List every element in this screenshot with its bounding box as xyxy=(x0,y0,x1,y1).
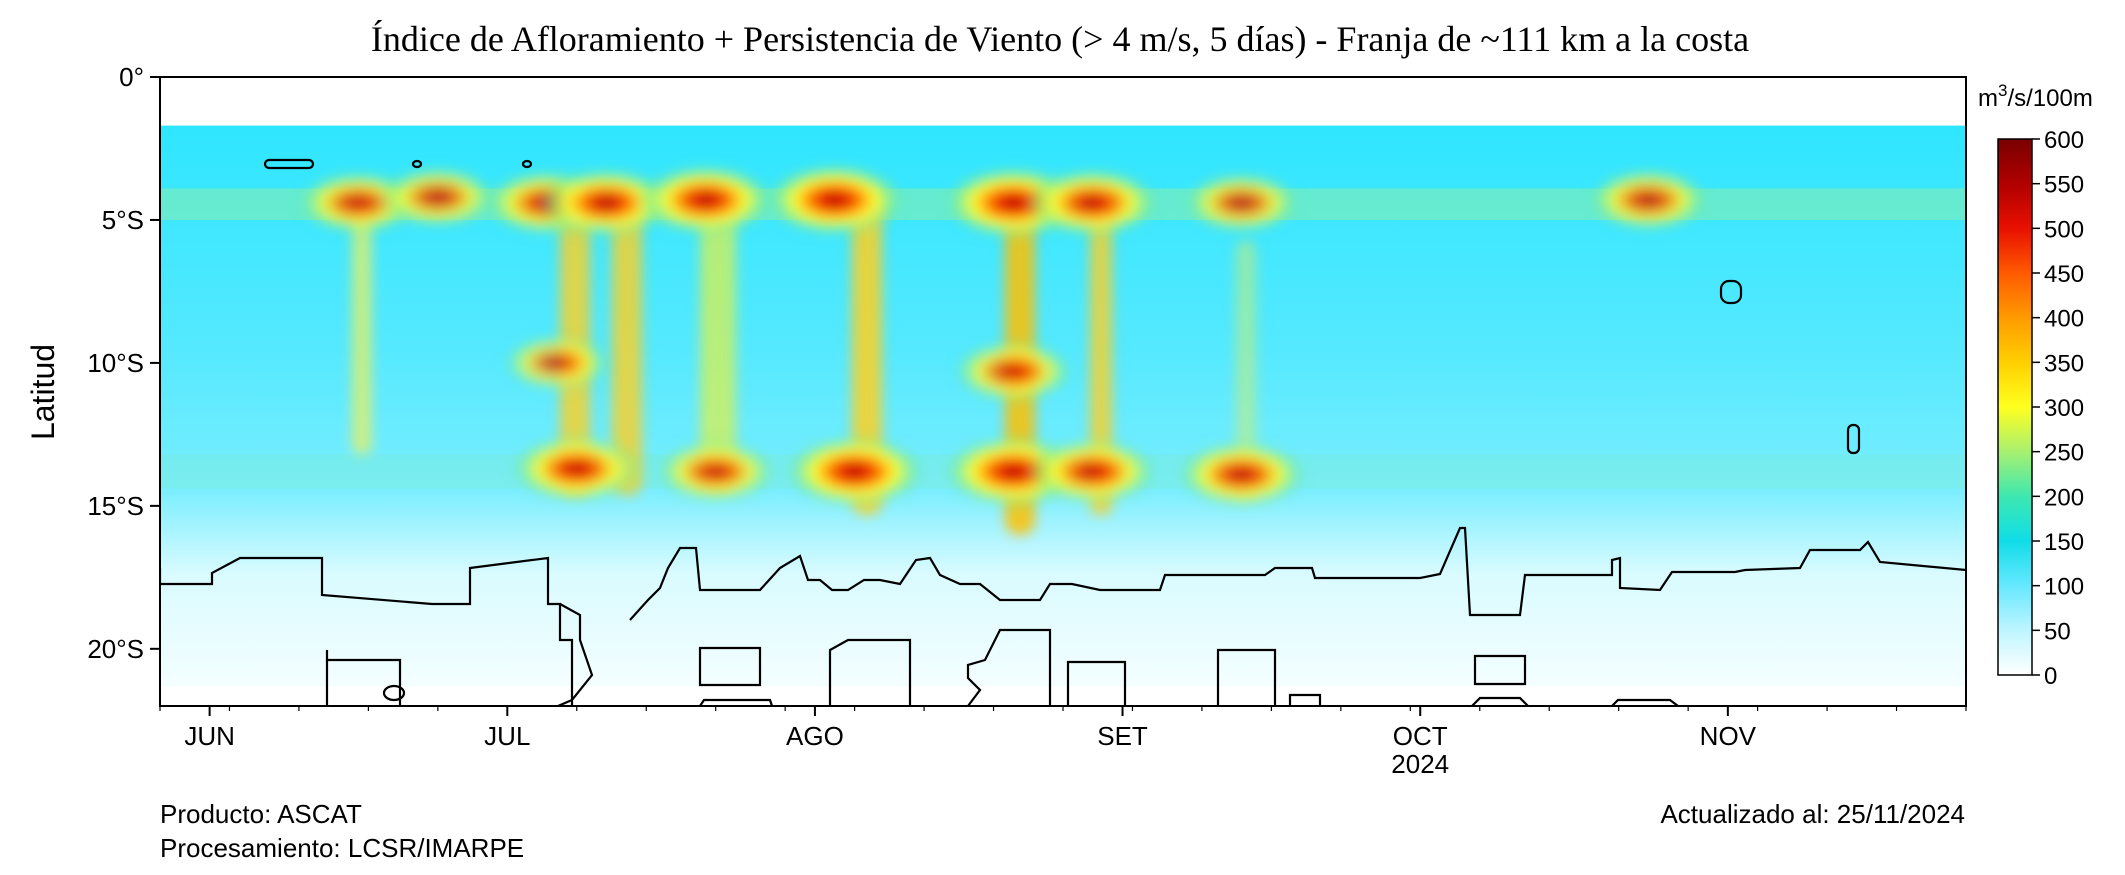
colorbar-tick-label: 400 xyxy=(2044,306,2084,333)
x-tick-label: JUN xyxy=(184,721,235,751)
hotspot xyxy=(1183,172,1300,234)
hotspot xyxy=(1177,441,1307,508)
hotspot xyxy=(539,168,674,238)
colorbar-unit-sup: 3 xyxy=(1998,81,2007,100)
contour-line xyxy=(557,603,594,706)
colorbar-tick-label: 550 xyxy=(2044,172,2084,199)
contour-line xyxy=(1471,696,1529,706)
x-tick-label: SET xyxy=(1097,721,1148,751)
y-tick-label: 0° xyxy=(119,62,144,92)
contour-line xyxy=(1288,693,1322,706)
contour-line xyxy=(1066,660,1127,706)
colorbar-tick-label: 200 xyxy=(2044,484,2084,511)
hotspot xyxy=(510,434,643,503)
footer-actualizado: Actualizado al: 25/11/2024 xyxy=(1660,799,1965,829)
y-tick-label: 5°S xyxy=(102,205,144,235)
contour-line xyxy=(828,638,912,706)
plume-column xyxy=(700,200,736,490)
contour-line xyxy=(699,698,774,706)
contour-line xyxy=(325,650,402,705)
colorbar-tick-label: 0 xyxy=(2044,663,2057,690)
contour-line xyxy=(382,684,406,702)
chart-title: Índice de Afloramiento + Persistencia de… xyxy=(371,19,1749,59)
hotspot xyxy=(637,164,775,236)
contour-line xyxy=(160,556,574,706)
contour-line xyxy=(698,646,762,687)
plume-column xyxy=(612,195,642,495)
contour-line xyxy=(629,526,1966,621)
plume-column xyxy=(852,195,882,515)
x-axis: JUN JUL AGO SET OCT NOV 2024 xyxy=(159,706,1967,779)
y-tick-label: 20°S xyxy=(87,634,144,664)
colorbar: m3/s/100m 0 50 100 150 200 250 300 350 400 450 500… xyxy=(1978,81,2093,690)
colorbar-unit-base: m xyxy=(1978,85,1998,112)
plume-column xyxy=(1236,240,1256,500)
contour-line xyxy=(521,159,533,169)
hotspot xyxy=(379,166,497,228)
contour-line xyxy=(966,628,1052,706)
hotspot xyxy=(655,440,776,503)
y-axis-label: Latitud xyxy=(25,344,61,440)
x-tick-label: OCT xyxy=(1393,721,1448,751)
y-tick-label: 10°S xyxy=(87,348,144,378)
y-axis: 0° 5°S 10°S 15°S 20°S Latitud xyxy=(25,62,160,664)
hotspot xyxy=(953,340,1074,403)
contour-lines xyxy=(160,158,1966,706)
x-tick-label: AGO xyxy=(786,721,844,751)
hotspot xyxy=(503,334,611,392)
colorbar-tick-label: 100 xyxy=(2044,574,2084,601)
hotspot xyxy=(784,435,925,508)
contour-line xyxy=(411,159,423,169)
footer-procesamiento: Procesamiento: LCSR/IMARPE xyxy=(160,833,524,863)
colorbar-tick-label: 50 xyxy=(2044,618,2071,645)
colorbar-tick-label: 450 xyxy=(2044,261,2084,288)
contour-line xyxy=(1216,648,1277,706)
contour-line xyxy=(263,158,315,170)
contour-line xyxy=(1846,423,1861,455)
colorbar-unit-rest: /s/100m xyxy=(2007,85,2092,112)
colorbar-unit: m3/s/100m xyxy=(1978,81,2093,112)
hotspot xyxy=(1588,168,1709,232)
hotspot xyxy=(1028,438,1158,505)
colorbar-tick-label: 500 xyxy=(2044,216,2084,243)
contour-line xyxy=(1611,698,1679,706)
hotspot xyxy=(764,163,905,236)
colorbar-gradient xyxy=(1997,138,2033,676)
colorbar-tick-label: 150 xyxy=(2044,529,2084,556)
colorbar-tick-label: 300 xyxy=(2044,395,2084,422)
plume-column xyxy=(352,195,372,455)
hotspots xyxy=(297,163,1709,508)
hotspot xyxy=(1026,168,1160,238)
plume-column xyxy=(1090,195,1112,515)
footer-producto: Producto: ASCAT xyxy=(160,799,362,829)
colorbar-tick-label: 600 xyxy=(2044,127,2084,154)
plot-area xyxy=(160,77,1966,706)
contour-line xyxy=(1719,279,1743,305)
y-tick-label: 15°S xyxy=(87,491,144,521)
x-tick-label: NOV xyxy=(1700,721,1757,751)
colorbar-tick-label: 250 xyxy=(2044,440,2084,467)
colorbar-tick-label: 350 xyxy=(2044,350,2084,377)
x-year-label: 2024 xyxy=(1391,749,1449,779)
x-tick-label: JUL xyxy=(484,721,530,751)
contour-line xyxy=(1473,654,1527,686)
